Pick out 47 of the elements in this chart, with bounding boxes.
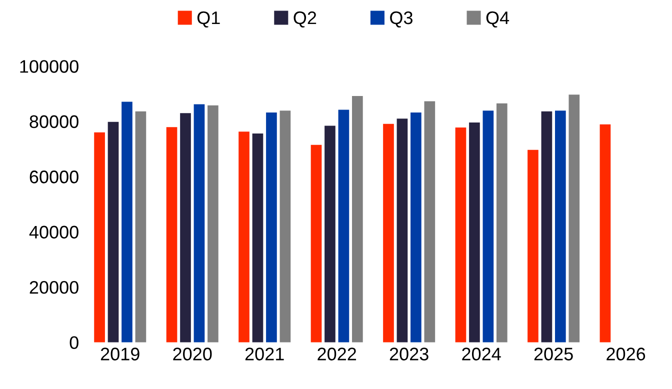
bar [555, 110, 566, 342]
bar [568, 94, 580, 342]
bar [496, 103, 508, 342]
y-tick-label: 20000 [30, 281, 78, 294]
x-tick-label: 2024 [462, 348, 501, 360]
x-tick-label: 2020 [173, 348, 212, 360]
bar [482, 110, 494, 342]
legend-label: Q1 [197, 11, 220, 28]
bar [266, 112, 277, 342]
x-tick-label: 2023 [390, 348, 428, 360]
bar [383, 124, 394, 342]
bar [338, 110, 350, 342]
bar [122, 102, 132, 342]
bar [541, 111, 552, 342]
bar [180, 113, 191, 342]
bar [410, 112, 422, 342]
x-tick-label: 2025 [534, 348, 573, 360]
legend-label: Q3 [390, 11, 412, 28]
bar [455, 127, 466, 342]
bar [194, 104, 205, 342]
bar [252, 134, 264, 342]
bar [108, 122, 119, 342]
bar [424, 101, 436, 342]
x-tick-label: 2021 [245, 348, 284, 360]
bar [280, 110, 291, 342]
bar [600, 124, 611, 342]
y-tick-label: 40000 [29, 226, 78, 239]
bar [166, 127, 178, 342]
y-tick-label: 80000 [30, 115, 78, 128]
bar [94, 132, 105, 342]
bar [352, 96, 363, 342]
bar [324, 126, 336, 342]
bar [528, 150, 538, 342]
bar [135, 111, 146, 342]
legend-label: Q2 [294, 11, 316, 28]
bar [469, 122, 480, 342]
bar [208, 105, 218, 342]
x-tick-label: 2022 [318, 348, 356, 360]
bar [310, 144, 322, 342]
bar [238, 132, 250, 342]
x-tick-label: 2019 [100, 348, 140, 360]
y-tick-label: 100000 [20, 60, 78, 73]
y-tick-label: 60000 [30, 170, 78, 184]
legend-label: Q4 [486, 11, 510, 28]
y-tick-label: 0 [70, 336, 78, 350]
x-tick-label: 2026 [606, 348, 646, 360]
bar [396, 118, 408, 342]
